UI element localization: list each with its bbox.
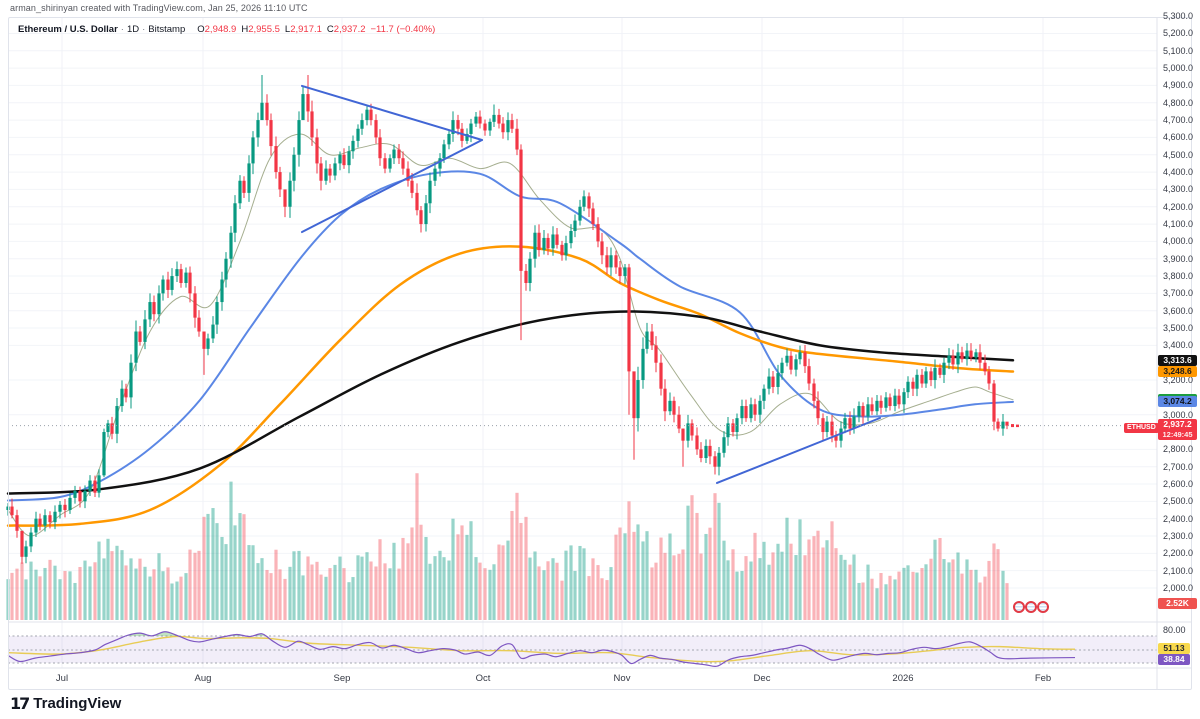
ma-200-badge[interactable]: 3,313.6: [1158, 354, 1197, 366]
open-label: O: [197, 24, 205, 35]
price-axis-label: 2,400.0: [1163, 513, 1194, 524]
time-axis-label: Sep: [333, 673, 351, 684]
price-axis-label: 4,500.0: [1163, 149, 1194, 160]
price-axis-label: 5,300.0: [1163, 11, 1194, 22]
price-axis-label: 4,300.0: [1163, 184, 1194, 195]
rsi-ma-line: [7, 635, 1076, 663]
time-axis-label: 2026: [892, 673, 914, 684]
price-scale[interactable]: 5,300.0 5,200.0 5,100.0 5,000.0 4,900.0 4,800…: [1157, 11, 1200, 668]
price-axis-label: 2,800.0: [1163, 444, 1194, 455]
price-axis-label: 3,700.0: [1163, 288, 1194, 299]
close-label: C: [326, 24, 334, 35]
low-value: 2,917.1: [290, 24, 322, 35]
volume-bars: [6, 473, 1009, 620]
ma-200-black: [6, 310, 1015, 495]
interval-label: 1D: [126, 24, 140, 35]
price-axis-label: 4,100.0: [1163, 219, 1194, 230]
rsi-pane: [7, 631, 1157, 667]
last-price-symbol-tag: ETHUSD: [1124, 422, 1159, 433]
ma-100-orange: [6, 245, 1015, 527]
price-axis-label: 4,700.0: [1163, 115, 1194, 126]
time-axis-label: Dec: [753, 673, 771, 684]
last-price-badge[interactable]: 2,937.2 12:49:45: [1158, 419, 1197, 440]
emoji-sticker[interactable]: [1013, 601, 1025, 613]
legend-separator: ·: [142, 24, 146, 35]
high-label: H: [241, 24, 249, 35]
price-axis-label: 2,500.0: [1163, 496, 1194, 507]
price-axis-label: 4,800.0: [1163, 97, 1194, 108]
price-axis-label: 3,500.0: [1163, 323, 1194, 334]
tradingview-logo-icon: 17: [10, 694, 30, 713]
price-axis-label: 2,700.0: [1163, 461, 1194, 472]
rising-support[interactable]: [716, 416, 881, 484]
candlesticks: [6, 75, 1009, 564]
price-axis-label: 4,400.0: [1163, 167, 1194, 178]
symbol-legend[interactable]: Ethereum / U.S. Dollar · 1D · Bitstamp O2,948…: [18, 24, 435, 35]
emoji-sticker[interactable]: [1025, 601, 1037, 613]
price-axis-label: 3,900.0: [1163, 253, 1194, 264]
price-axis-label: 3,400.0: [1163, 340, 1194, 351]
price-axis-label: 4,900.0: [1163, 80, 1194, 91]
price-axis-label: 2,200.0: [1163, 548, 1194, 559]
price-axis-label: 2,100.0: [1163, 565, 1194, 576]
time-axis-label: Nov: [613, 673, 631, 684]
tradingview-logo-text: TradingView: [33, 695, 122, 712]
moving-average-lines: [6, 133, 1015, 537]
rsi-band: [8, 636, 1157, 663]
time-axis-label: Feb: [1034, 673, 1052, 684]
time-axis-label: Jul: [55, 673, 69, 684]
low-label: L: [284, 24, 291, 35]
emoji-sticker[interactable]: [1037, 601, 1049, 613]
price-axis-label: 3,800.0: [1163, 271, 1194, 282]
volume-value-badge: 2.52K: [1158, 598, 1197, 609]
price-axis-label: 2,600.0: [1163, 479, 1194, 490]
rsi-scale-label: 80.00: [1163, 625, 1186, 635]
ma-sage: [7, 133, 1014, 537]
price-axis-label: 5,000.0: [1163, 63, 1194, 74]
price-axis-label: 4,600.0: [1163, 132, 1194, 143]
price-axis-label: 5,200.0: [1163, 28, 1194, 39]
ma-100-badge[interactable]: 3,248.6: [1158, 366, 1197, 378]
time-axis-label: Oct: [475, 673, 491, 684]
last-price-marker: [1011, 424, 1014, 428]
bar-countdown: 12:49:45: [1162, 430, 1193, 439]
price-axis-label: 5,100.0: [1163, 45, 1194, 56]
open-value: 2,948.9: [204, 24, 237, 35]
last-price-value: 2,937.2: [1163, 419, 1192, 429]
rsi-value-badge: 38.84: [1158, 654, 1190, 665]
price-axis-label: 3,600.0: [1163, 305, 1194, 316]
tradingview-logo[interactable]: 17 TradingView: [10, 694, 121, 713]
trendlines[interactable]: [301, 84, 881, 484]
legend-separator: ·: [120, 24, 124, 35]
change-value: −11.7 (−0.40%): [370, 24, 436, 35]
price-axis-label: 4,200.0: [1163, 201, 1194, 212]
price-axis-label: 3,000.0: [1163, 409, 1194, 420]
high-value: 2,955.5: [248, 24, 280, 35]
close-value: 2,937.2: [333, 24, 366, 35]
chart-panel-border: [8, 17, 1192, 690]
triangle-upper[interactable]: [301, 84, 483, 142]
attribution-text: arman_shirinyan created with TradingView…: [10, 3, 308, 13]
exchange-label: Bitstamp: [148, 24, 186, 35]
price-axis-label: 2,300.0: [1163, 531, 1194, 541]
symbol-title: Ethereum / U.S. Dollar: [18, 24, 118, 35]
triangle-lower[interactable]: [301, 139, 483, 234]
time-axis-label: Aug: [194, 673, 212, 684]
rsi-ma-badge: 51.13: [1158, 643, 1190, 654]
ma-50-blue: [7, 170, 1014, 502]
price-axis-label: 4,000.0: [1163, 236, 1194, 247]
time-scale[interactable]: Jul Aug Sep Oct Nov Dec 2026 Feb: [8, 668, 1157, 690]
ma-50-badge[interactable]: 3,074.2: [1158, 396, 1197, 408]
pane-dividers: [8, 18, 1192, 690]
price-axis-label: 2,000.0: [1163, 583, 1194, 593]
price-axis-label: 3,200.0: [1163, 375, 1194, 386]
rsi-line: [7, 631, 1076, 667]
